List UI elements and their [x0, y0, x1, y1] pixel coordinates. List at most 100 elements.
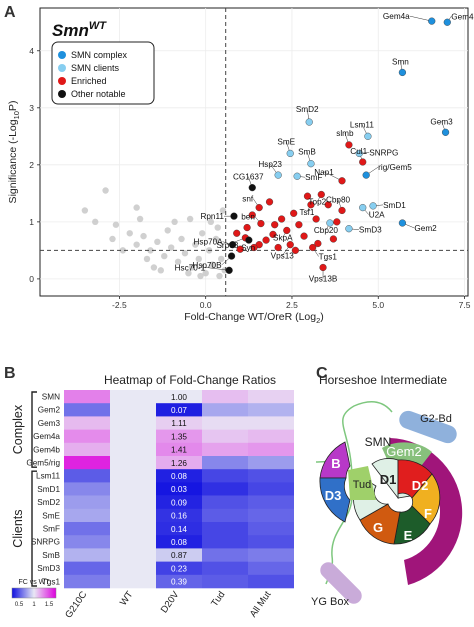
x-axis-label: Fold-Change WT/OreR (Log2) [184, 311, 324, 325]
heatmap-cell [156, 416, 202, 430]
scatter-point-background [192, 241, 199, 248]
scatter-point-smn-complex [441, 128, 450, 136]
g2bd-label: G2-Bd [420, 413, 452, 425]
scatter-point-background [109, 235, 116, 243]
legend-label: SMN complex [71, 50, 128, 60]
scatter-point-background [216, 272, 223, 280]
scatter-point-enriched [283, 226, 291, 235]
scatter-point-enriched [338, 177, 346, 185]
heatmap-row-label: Gem2 [38, 406, 61, 415]
y-tick-label: 0 [29, 274, 34, 284]
scatter-point-enriched [255, 204, 263, 212]
horseshoe-diagram: G2-Bd YG Box Gem2 SMN D1 D2 F E G B D3 T… [311, 400, 463, 608]
scatter-point-enriched [345, 141, 353, 149]
heatmap-cell [202, 403, 248, 417]
panel-label-a: A [4, 4, 16, 21]
heatmap-cell [202, 574, 248, 589]
colorbar: FC vs WT 0.5 1 1.5 [11, 579, 57, 608]
heatmap-cell-value: 0.03 [171, 485, 187, 494]
scatter-point-background [164, 227, 171, 234]
y-axis-label: Significance (-Log10P) [7, 101, 21, 204]
x-axis-ticks: -2.5 0.0 2.5 5.0 7.5 [112, 296, 471, 310]
scatter-point-background [133, 241, 140, 248]
point-label: SNRPG [369, 148, 398, 157]
scatter-point-other-notable [225, 266, 233, 274]
point-label: Hsp23 [258, 160, 282, 169]
heatmap-cell [202, 535, 248, 549]
scatter-point-enriched [290, 209, 298, 217]
heatmap-cell [248, 403, 294, 417]
heatmap-cell [248, 469, 294, 483]
y-tick-label: 2 [29, 160, 34, 170]
scatter-point-other-notable [229, 241, 237, 249]
scatter-point-enriched [307, 201, 315, 209]
scatter-point-background [178, 235, 185, 243]
heatmap-cell [64, 574, 110, 589]
scatter-point-enriched [300, 232, 308, 240]
heatmap-cell [110, 442, 156, 457]
legend-label: SMN clients [71, 63, 120, 73]
scatter-point-enriched [333, 218, 341, 226]
scatter-point-background [186, 215, 194, 223]
scatter-point-enriched [329, 235, 337, 243]
legend-box [51, 41, 155, 105]
gem2-label: Gem2 [386, 444, 421, 459]
heatmap-cell [248, 429, 294, 444]
scatter-point-other-notable [248, 184, 256, 192]
point-label: Hsp70B [192, 261, 222, 270]
scatter-point-enriched [233, 229, 241, 237]
heatmap-cell [64, 495, 110, 510]
scatter-point-background [92, 218, 99, 226]
heatmap-cell [110, 403, 156, 417]
legend-swatch [58, 77, 66, 85]
heatmap-cell [248, 548, 294, 562]
heatmap-cell-value: 0.08 [171, 538, 187, 547]
d2-label: D2 [412, 478, 429, 493]
point-label: CG1637 [233, 173, 264, 182]
heatmap-row-label: Gem4a [33, 432, 60, 441]
heatmap-row-label: Gem3 [38, 419, 61, 428]
heatmap-column-label: G210C [63, 589, 89, 620]
heatmap-cell [156, 456, 202, 470]
heatmap-cell-value: 0.07 [171, 406, 187, 415]
scatter-point-enriched [262, 236, 270, 244]
heatmap-cell [156, 442, 202, 457]
x-tick-label: -2.5 [112, 300, 127, 310]
heatmap-row-label: Gem4b [33, 445, 60, 454]
heatmap-cell [156, 482, 202, 496]
scatter-point-smn-complex [443, 18, 451, 26]
scatter-point-enriched [295, 221, 303, 229]
scatter-point-background [157, 267, 165, 274]
scatter-point-background [133, 204, 140, 211]
point-label: Top2 [308, 197, 326, 206]
heatmap-cell [156, 403, 202, 417]
point-label: SmD1 [383, 201, 406, 210]
heatmap-cell [110, 482, 156, 496]
smn-linker-top [342, 400, 393, 481]
heatmap-cell [248, 561, 294, 576]
d1-label: D1 [380, 472, 397, 487]
highlighted-points [225, 17, 451, 274]
heatmap-cell [248, 456, 294, 470]
point-label: Vps13B [309, 274, 338, 283]
colorbar-tick-high: 1.5 [45, 602, 54, 608]
legend-swatch [58, 90, 66, 98]
point-label: Gem4a [383, 12, 410, 21]
point-label: snf [242, 195, 254, 204]
point-label: SkpA [273, 233, 293, 242]
heatmap-cell-value: 1.41 [171, 446, 187, 455]
point-label: Tsf1 [299, 208, 314, 217]
scatter-point-smn-clients [274, 171, 282, 179]
scatter-point-smn-clients [355, 149, 363, 158]
heatmap-cell-value: 0.14 [171, 525, 187, 534]
d3-label: D3 [325, 488, 342, 503]
heatmap-cell [202, 416, 248, 430]
scatter-point-enriched [269, 230, 277, 239]
scatter-point-background [195, 255, 202, 263]
scatter-point-background [112, 221, 120, 228]
x-tick-label: 0.0 [200, 300, 212, 310]
point-label: rig/Gem5 [378, 163, 412, 172]
e-label: E [404, 528, 413, 543]
heatmap-row-label: SmB [42, 551, 60, 560]
